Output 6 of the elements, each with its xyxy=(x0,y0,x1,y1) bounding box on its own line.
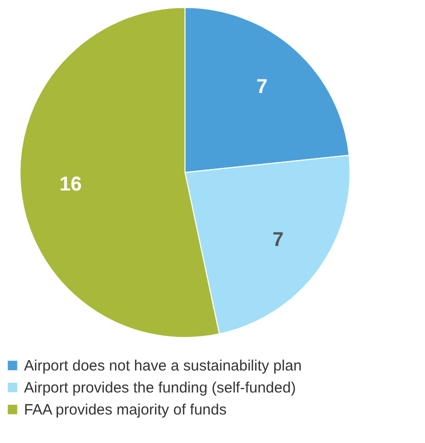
data-label: 7 xyxy=(272,229,284,252)
legend-label: Airport provides the funding (self-funded) xyxy=(24,380,296,396)
legend-label: FAA provides majority of funds xyxy=(24,402,227,418)
legend-label: Airport does not have a sustainability plan xyxy=(24,358,302,374)
data-label: 16 xyxy=(60,174,82,196)
data-label: 7 xyxy=(256,76,268,98)
